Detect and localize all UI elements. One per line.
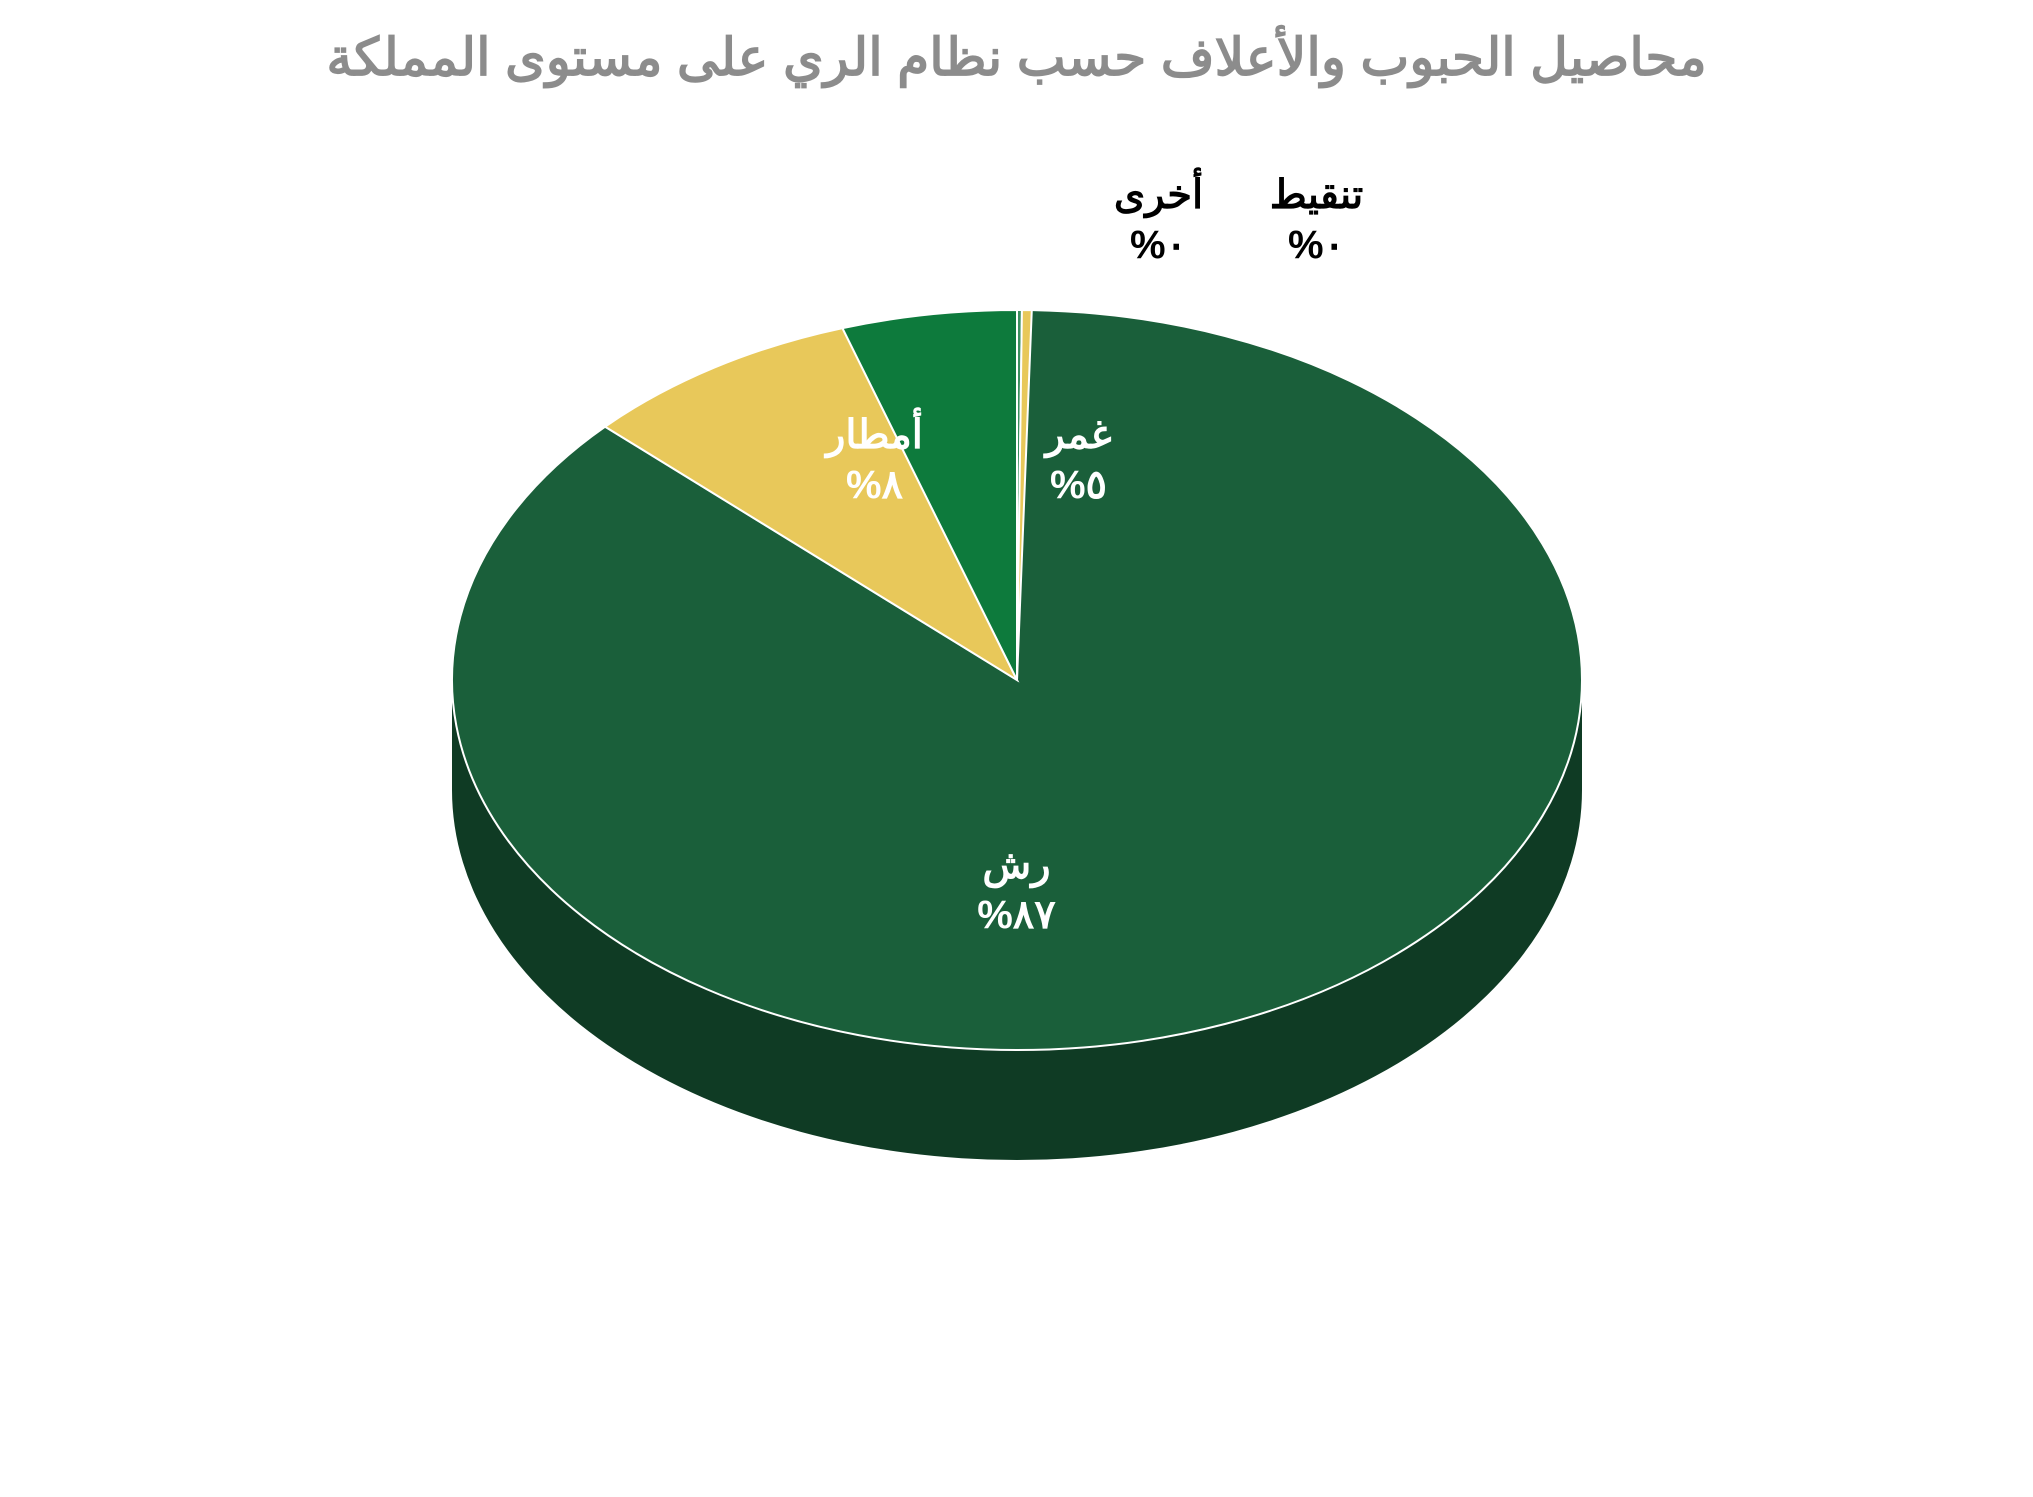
pie-chart-svg bbox=[417, 180, 1617, 1380]
slice-label-spray: رش٨٧% bbox=[937, 840, 1097, 940]
slice-label-flood: غمر٥% bbox=[999, 410, 1159, 510]
chart-title: محاصيل الحبوب والأعلاف حسب نظام الري على… bbox=[0, 28, 2033, 88]
outer-label-drip: تنقيط٠% bbox=[1237, 170, 1397, 270]
slice-label-rain: أمطار٨% bbox=[795, 410, 955, 510]
pie-chart: رش٨٧%أمطار٨%غمر٥%أخرى٠%تنقيط٠% bbox=[417, 180, 1617, 1380]
outer-label-other: أخرى٠% bbox=[1079, 170, 1239, 270]
